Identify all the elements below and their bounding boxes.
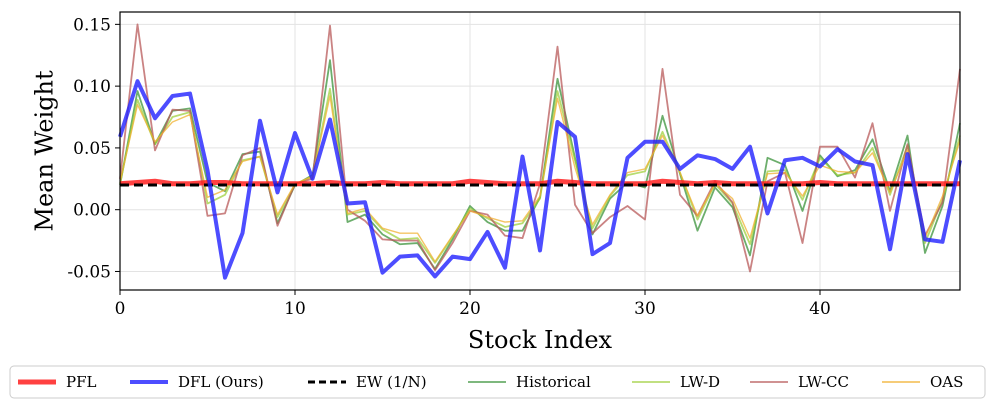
x-tick-label: 0	[115, 299, 126, 319]
series-lines	[118, 23, 962, 280]
y-axis-title: Mean Weight	[30, 70, 58, 232]
axis-ticks: 0 10 20 30 40 -0.05 0.00 0.05 0.10 0.15	[67, 15, 830, 319]
y-tick-label: 0.05	[73, 139, 111, 159]
legend-label-pfl: PFL	[66, 373, 97, 391]
y-tick-label: -0.05	[67, 262, 111, 282]
x-axis-title: Stock Index	[468, 326, 613, 354]
legend-label-lw-d: LW-D	[680, 373, 720, 391]
series-line-pfl	[119, 178, 960, 187]
y-tick-label: 0.00	[73, 201, 111, 221]
x-tick-label: 20	[459, 299, 481, 319]
legend-label-dfl-ours: DFL (Ours)	[178, 373, 264, 391]
plot-frame	[119, 11, 961, 291]
y-tick-label: 0.10	[73, 77, 111, 97]
legend-label-lw-cc: LW-CC	[798, 373, 849, 391]
legend-label-ew-1-n: EW (1/N)	[356, 373, 427, 391]
x-tick-label: 10	[284, 299, 306, 319]
x-tick-label: 40	[809, 299, 831, 319]
legend: PFL DFL (Ours) EW (1/N) Historical LW-D LW-CC…	[9, 365, 986, 399]
legend-label-historical: Historical	[516, 373, 591, 391]
series-line-dfl-ours	[118, 79, 962, 280]
y-tick-label: 0.15	[73, 15, 111, 35]
legend-label-oas: OAS	[930, 373, 963, 391]
x-tick-label: 30	[634, 299, 656, 319]
